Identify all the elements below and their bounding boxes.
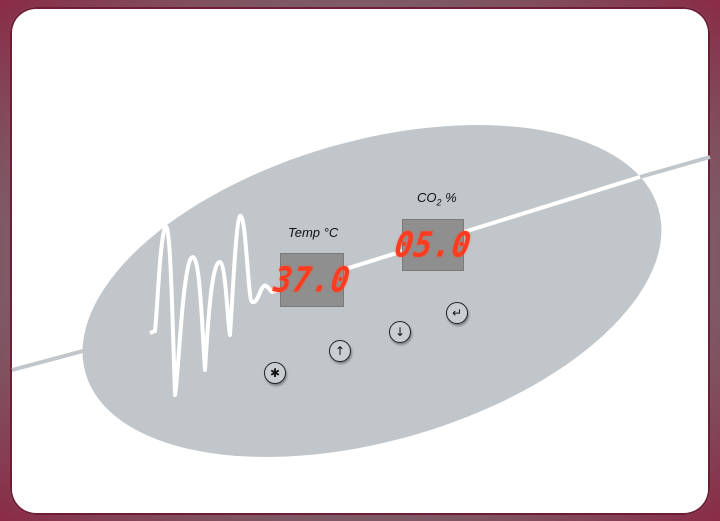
waveform-icon (149, 175, 641, 397)
signal-line (11, 331, 151, 372)
arrow-up-icon: ↑ (334, 344, 346, 358)
temp-label: Temp °C (288, 225, 339, 240)
enter-button[interactable]: ↵ (446, 302, 468, 324)
settings-button[interactable]: ✱ (264, 362, 286, 384)
temp-value: 37.0 (271, 259, 353, 301)
enter-icon: ↵ (451, 306, 463, 320)
co2-label-suffix: % (441, 190, 457, 205)
down-button[interactable]: ↓ (389, 321, 411, 343)
co2-label: CO2 % (417, 190, 457, 208)
co2-label-sub: 2 (436, 197, 442, 208)
up-button[interactable]: ↑ (329, 340, 351, 362)
control-panel-oval (82, 125, 662, 457)
co2-label-prefix: CO (417, 190, 437, 205)
co2-display: 05.0 (392, 219, 474, 271)
co2-value: 05.0 (392, 224, 474, 266)
gear-icon: ✱ (269, 366, 281, 380)
signal-line-right (639, 155, 711, 179)
arrow-down-icon: ↓ (394, 325, 406, 339)
temp-display: 37.0 (271, 253, 353, 307)
